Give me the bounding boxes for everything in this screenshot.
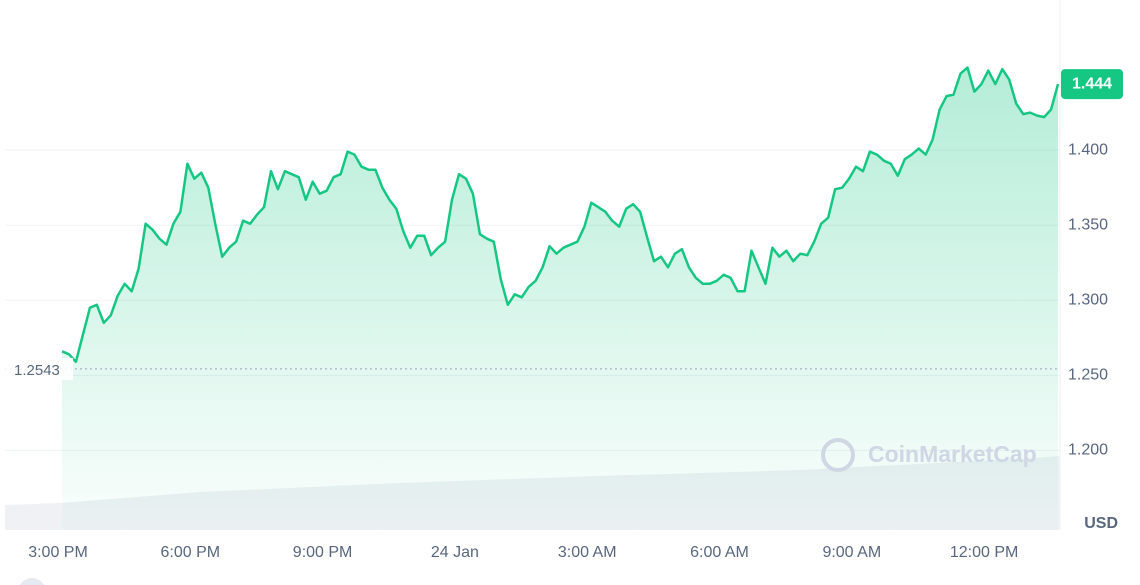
x-tick-label: 24 Jan [431,544,479,561]
x-tick-label: 6:00 PM [161,544,221,561]
y-tick-label: 1.400 [1068,141,1108,158]
baseline-label-bg [5,357,73,380]
x-tick-label: 3:00 AM [558,544,617,561]
icon [19,578,45,585]
x-tick-label: 9:00 AM [822,544,881,561]
watermark: CoinMarketCap [868,441,1037,467]
y-tick-label: 1.350 [1068,216,1108,233]
x-tick-label: 3:00 PM [28,544,88,561]
y-axis-label: USD [1084,515,1118,532]
x-tick-label: 9:00 PM [293,544,353,561]
baseline-label: 1.2543 [14,362,60,379]
x-tick-label: 6:00 AM [690,544,749,561]
watermark-logo [821,438,855,472]
y-tick-label: 1.200 [1068,442,1108,459]
area [62,67,1058,530]
y-tick-label: 1.250 [1068,367,1108,384]
x-tick-label: 12:00 PM [950,544,1018,561]
y-tick-label: 1.300 [1068,292,1108,309]
line [61,66,1060,364]
price-tag [1061,69,1123,100]
price-tag-label: 1.444 [1072,75,1112,92]
